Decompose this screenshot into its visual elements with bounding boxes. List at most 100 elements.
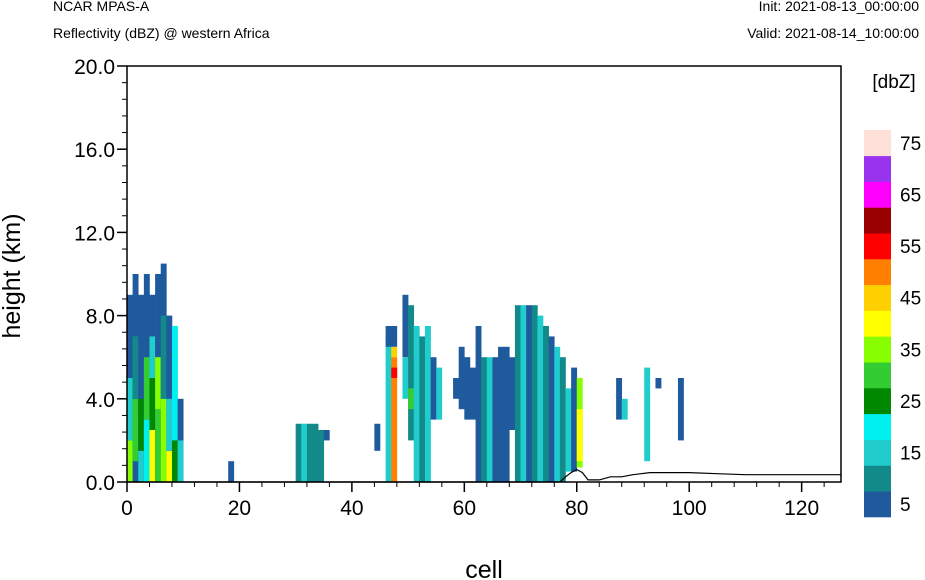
reflectivity-cell: [301, 423, 308, 482]
reflectivity-cell: [391, 346, 398, 358]
reflectivity-cell: [166, 450, 173, 482]
colorbar-swatch: [864, 181, 891, 208]
reflectivity-cell: [171, 440, 178, 482]
colorbar-swatch: [864, 413, 891, 440]
reflectivity-cell: [149, 430, 156, 482]
y-tick-label: 16.0: [74, 139, 115, 162]
header-title: NCAR MPAS-A: [53, 0, 150, 14]
reflectivity-cell: [402, 357, 409, 399]
reflectivity-cell: [132, 398, 139, 462]
colorbar-swatch: [864, 388, 891, 415]
x-tick-label: 100: [672, 497, 707, 520]
reflectivity-cell: [481, 357, 488, 482]
reflectivity-cell: [408, 305, 415, 441]
reflectivity-cell: [576, 409, 583, 462]
colorbar-title: [dbZ]: [872, 72, 915, 93]
y-tick-label: 12.0: [74, 222, 115, 245]
reflectivity-cell: [565, 388, 572, 472]
reflectivity-cell: [655, 378, 662, 389]
reflectivity-cell: [138, 398, 145, 451]
reflectivity-cell: [621, 398, 628, 420]
reflectivity-cell: [475, 326, 482, 482]
header-init-time: Init: 2021-08-13_00:00:00: [759, 0, 920, 14]
colorbar-swatch: [864, 130, 891, 157]
colorbar-label: 55: [900, 237, 921, 258]
reflectivity-cell: [143, 357, 150, 420]
reflectivity-cell: [486, 357, 493, 482]
reflectivity-cell: [160, 398, 167, 482]
x-tick-label: 40: [340, 497, 363, 520]
reflectivity-cell: [385, 336, 392, 482]
reflectivity-cell: [149, 336, 156, 378]
y-tick-label: 8.0: [86, 306, 115, 329]
reflectivity-cell: [149, 378, 156, 430]
reflectivity-cell: [424, 326, 431, 482]
reflectivity-cell: [391, 367, 398, 378]
header-valid-time: Valid: 2021-08-14_10:00:00: [747, 25, 919, 41]
reflectivity-cell: [419, 336, 426, 482]
reflectivity-cell: [391, 357, 398, 482]
reflectivity-cell: [374, 423, 381, 451]
reflectivity-cell: [127, 440, 133, 482]
reflectivity-cell: [171, 326, 178, 482]
reflectivity-cell: [323, 430, 330, 441]
reflectivity-cell: [391, 326, 398, 347]
reflectivity-cell: [571, 367, 578, 472]
reflectivity-cell: [520, 305, 527, 482]
header-subtitle: Reflectivity (dBZ) @ western Africa: [53, 25, 270, 41]
reflectivity-cell: [537, 315, 544, 482]
colorbar-label: 65: [900, 186, 921, 207]
x-axis-label: cell: [465, 556, 503, 580]
colorbar-swatch: [864, 207, 891, 234]
reflectivity-cell: [677, 378, 684, 441]
colorbar-swatch: [864, 310, 891, 337]
reflectivity-cell: [228, 461, 235, 482]
reflectivity-cell: [295, 423, 302, 482]
reflectivity-cell: [312, 423, 319, 482]
reflectivity-cell: [616, 378, 623, 420]
colorbar-label: 75: [900, 134, 921, 155]
reflectivity-cell: [127, 378, 133, 441]
axis-ticks: 0 20 40 60 80 100 120 0.0 4.0 8.0 12.0 16.0 20.0: [74, 56, 825, 520]
terrain-line: [127, 468, 841, 483]
reflectivity-cell: [531, 305, 538, 482]
reflectivity-cell: [155, 409, 162, 482]
reflectivity-cell: [306, 423, 313, 482]
reflectivity-cell: [177, 440, 184, 482]
reflectivity-cell: [160, 315, 167, 399]
reflectivity-cell: [318, 430, 325, 482]
reflectivity-cell: [166, 398, 173, 451]
reflectivity-cell: [436, 367, 443, 420]
colorbar-swatch: [864, 155, 891, 182]
reflectivity-cell: [492, 357, 499, 482]
colorbar-label: 25: [900, 392, 921, 413]
reflectivity-cells: [127, 263, 684, 482]
y-tick-label: 4.0: [86, 389, 115, 412]
reflectivity-cell: [469, 367, 476, 420]
colorbar-label: 45: [900, 289, 921, 310]
colorbar-label: 35: [900, 340, 921, 361]
reflectivity-cell: [132, 336, 139, 399]
y-tick-label: 0.0: [86, 472, 115, 495]
reflectivity-cell: [138, 294, 145, 482]
reflectivity-cell: [554, 346, 561, 482]
colorbar-swatch: [864, 439, 891, 466]
colorbar-swatch: [864, 259, 891, 286]
reflectivity-cell: [143, 419, 150, 482]
x-tick-label: 120: [784, 497, 819, 520]
colorbar-label: 5: [900, 495, 911, 516]
colorbar-swatch: [864, 336, 891, 363]
reflectivity-cell: [509, 357, 516, 430]
reflectivity-cell: [402, 294, 409, 358]
reflectivity-cell: [138, 450, 145, 482]
reflectivity-cell: [503, 346, 510, 482]
reflectivity-cell: [543, 326, 549, 482]
colorbar-swatch: [864, 284, 891, 311]
reflectivity-cell: [430, 357, 437, 420]
x-tick-label: 60: [453, 497, 476, 520]
reflectivity-cell: [498, 346, 504, 482]
reflectivity-cell: [413, 326, 420, 482]
plot-frame: [126, 65, 842, 483]
colorbar-swatch: [864, 233, 891, 260]
